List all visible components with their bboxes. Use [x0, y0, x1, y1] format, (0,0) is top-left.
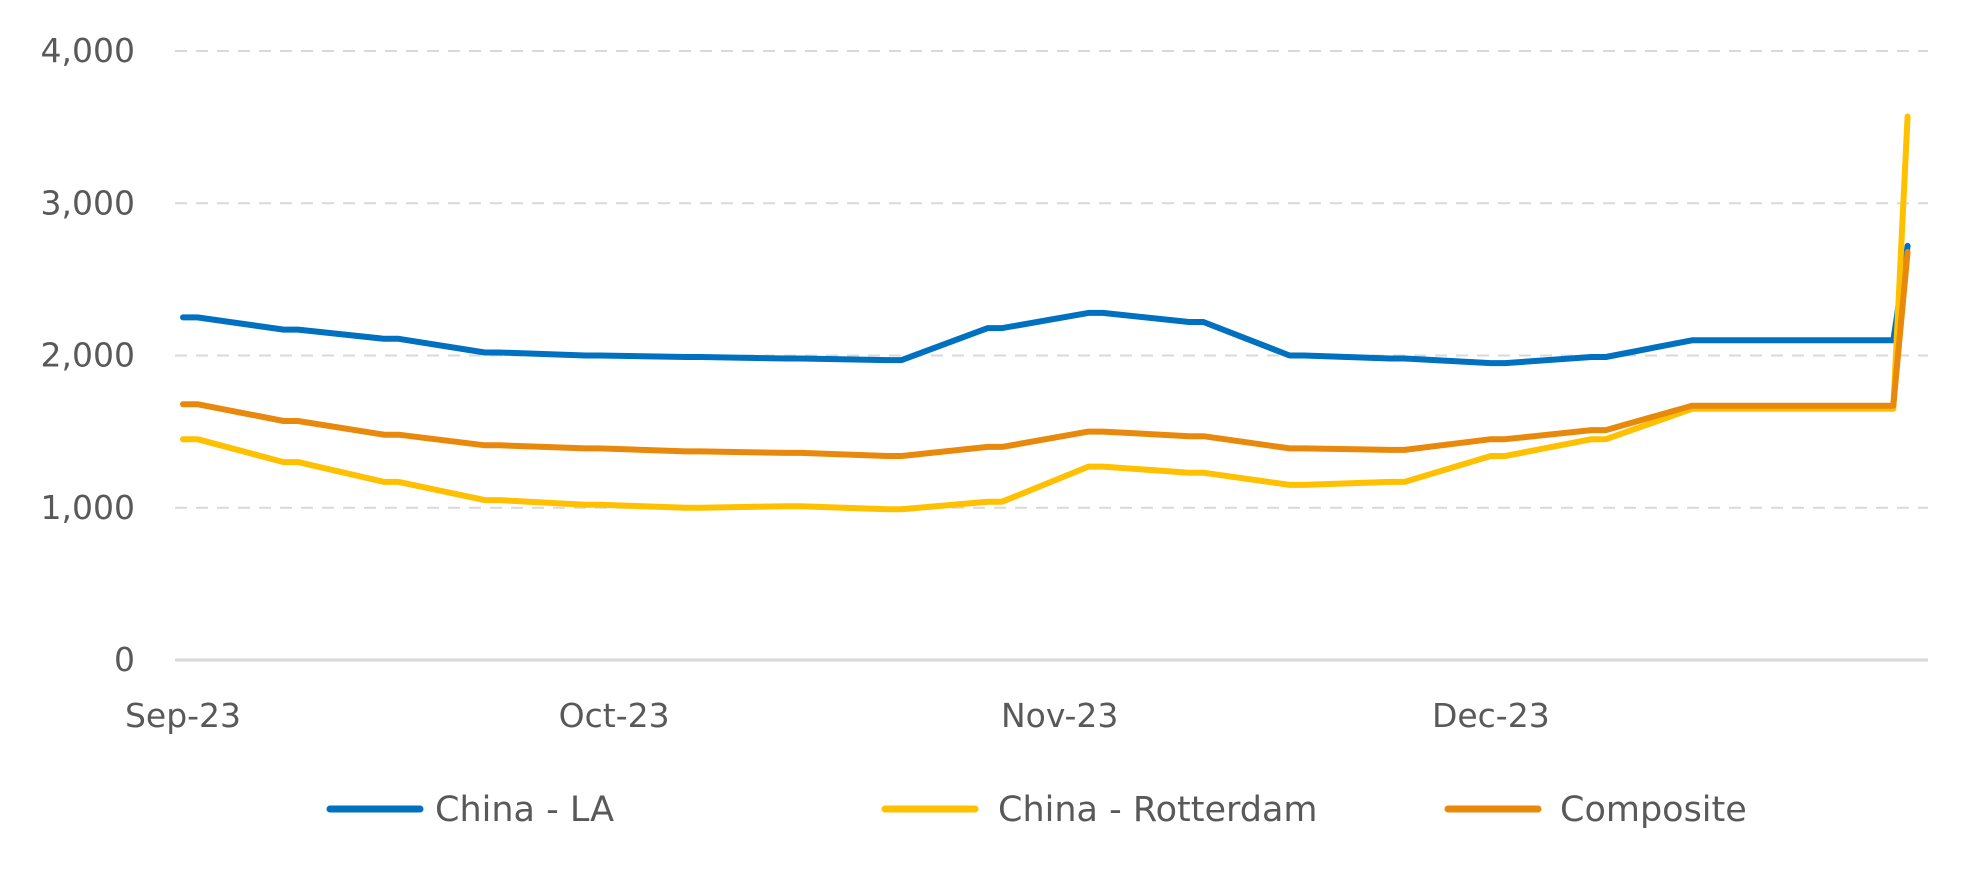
series-line-china-rotterdam [180, 113, 1911, 513]
legend-label-china-la: China - LA [435, 790, 614, 830]
x-tick-label: Oct-23 [559, 696, 670, 735]
x-axis: Sep-23 Oct-23 Nov-23 Dec-23 [125, 658, 1928, 735]
x-tick-label: Sep-23 [125, 696, 241, 735]
y-tick-label: 2,000 [41, 336, 135, 375]
series-line-china-la [180, 242, 1911, 367]
series-lines [180, 113, 1911, 513]
y-tick-label: 3,000 [41, 183, 135, 222]
legend-label-composite: Composite [1560, 790, 1747, 830]
y-tick-label: 1,000 [41, 488, 135, 527]
legend: China - LA China - Rotterdam Composite [326, 790, 1747, 830]
series-line-composite [180, 249, 1911, 459]
y-tick-label: 0 [114, 640, 135, 679]
x-tick-label: Nov-23 [1001, 696, 1118, 735]
x-tick-label: Dec-23 [1432, 696, 1550, 735]
y-axis: 0 1,000 2,000 3,000 4,000 [41, 31, 135, 679]
y-tick-label: 4,000 [41, 31, 135, 70]
legend-label-china-rotterdam: China - Rotterdam [998, 790, 1318, 830]
gridlines [175, 50, 1928, 509]
